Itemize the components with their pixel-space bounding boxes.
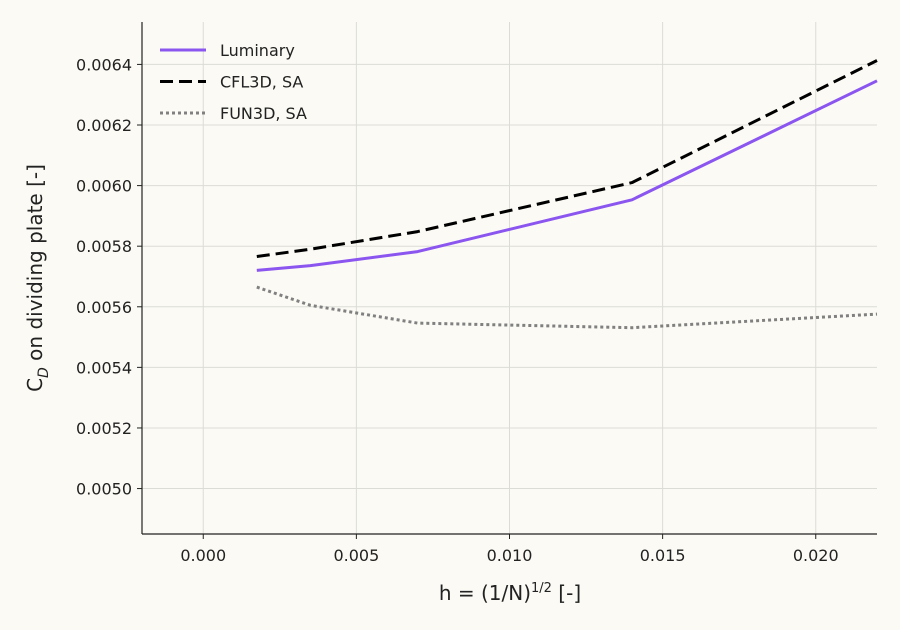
y-tick-label: 0.0054 (76, 358, 132, 377)
y-axis-title: CD on dividing plate [-] (23, 164, 52, 392)
y-tick-label: 0.0050 (76, 480, 132, 499)
legend-label-cfl3d-sa: CFL3D, SA (220, 73, 303, 92)
x-tick-label: 0.000 (180, 546, 226, 565)
y-tick-label: 0.0060 (76, 177, 132, 196)
series-layer (256, 59, 878, 330)
legend-label-luminary: Luminary (220, 41, 295, 60)
grid (142, 22, 877, 534)
x-tick-label: 0.020 (793, 546, 839, 565)
legend-label-fun3d-sa: FUN3D, SA (220, 104, 307, 123)
series-line-luminary (256, 79, 878, 272)
x-tick-label: 0.010 (487, 546, 533, 565)
legend: Luminary CFL3D, SA FUN3D, SA (160, 41, 307, 123)
x-ticks: 0.000 0.005 0.010 0.015 0.020 (180, 534, 839, 565)
x-tick-label: 0.015 (640, 546, 686, 565)
x-axis-title: h = (1/N)1/2 [-] (439, 581, 581, 605)
y-tick-label: 0.0064 (76, 55, 132, 74)
y-ticks: 0.0050 0.0052 0.0054 0.0056 0.0058 0.0060 0.00… (76, 55, 142, 499)
y-tick-label: 0.0062 (76, 116, 132, 135)
y-tick-label: 0.0058 (76, 237, 132, 256)
series-line-cfl3d-sa (256, 59, 878, 258)
x-tick-label: 0.005 (333, 546, 379, 565)
series-line-fun3d-sa (256, 285, 878, 330)
y-tick-label: 0.0056 (76, 298, 132, 317)
y-tick-label: 0.0052 (76, 419, 132, 438)
